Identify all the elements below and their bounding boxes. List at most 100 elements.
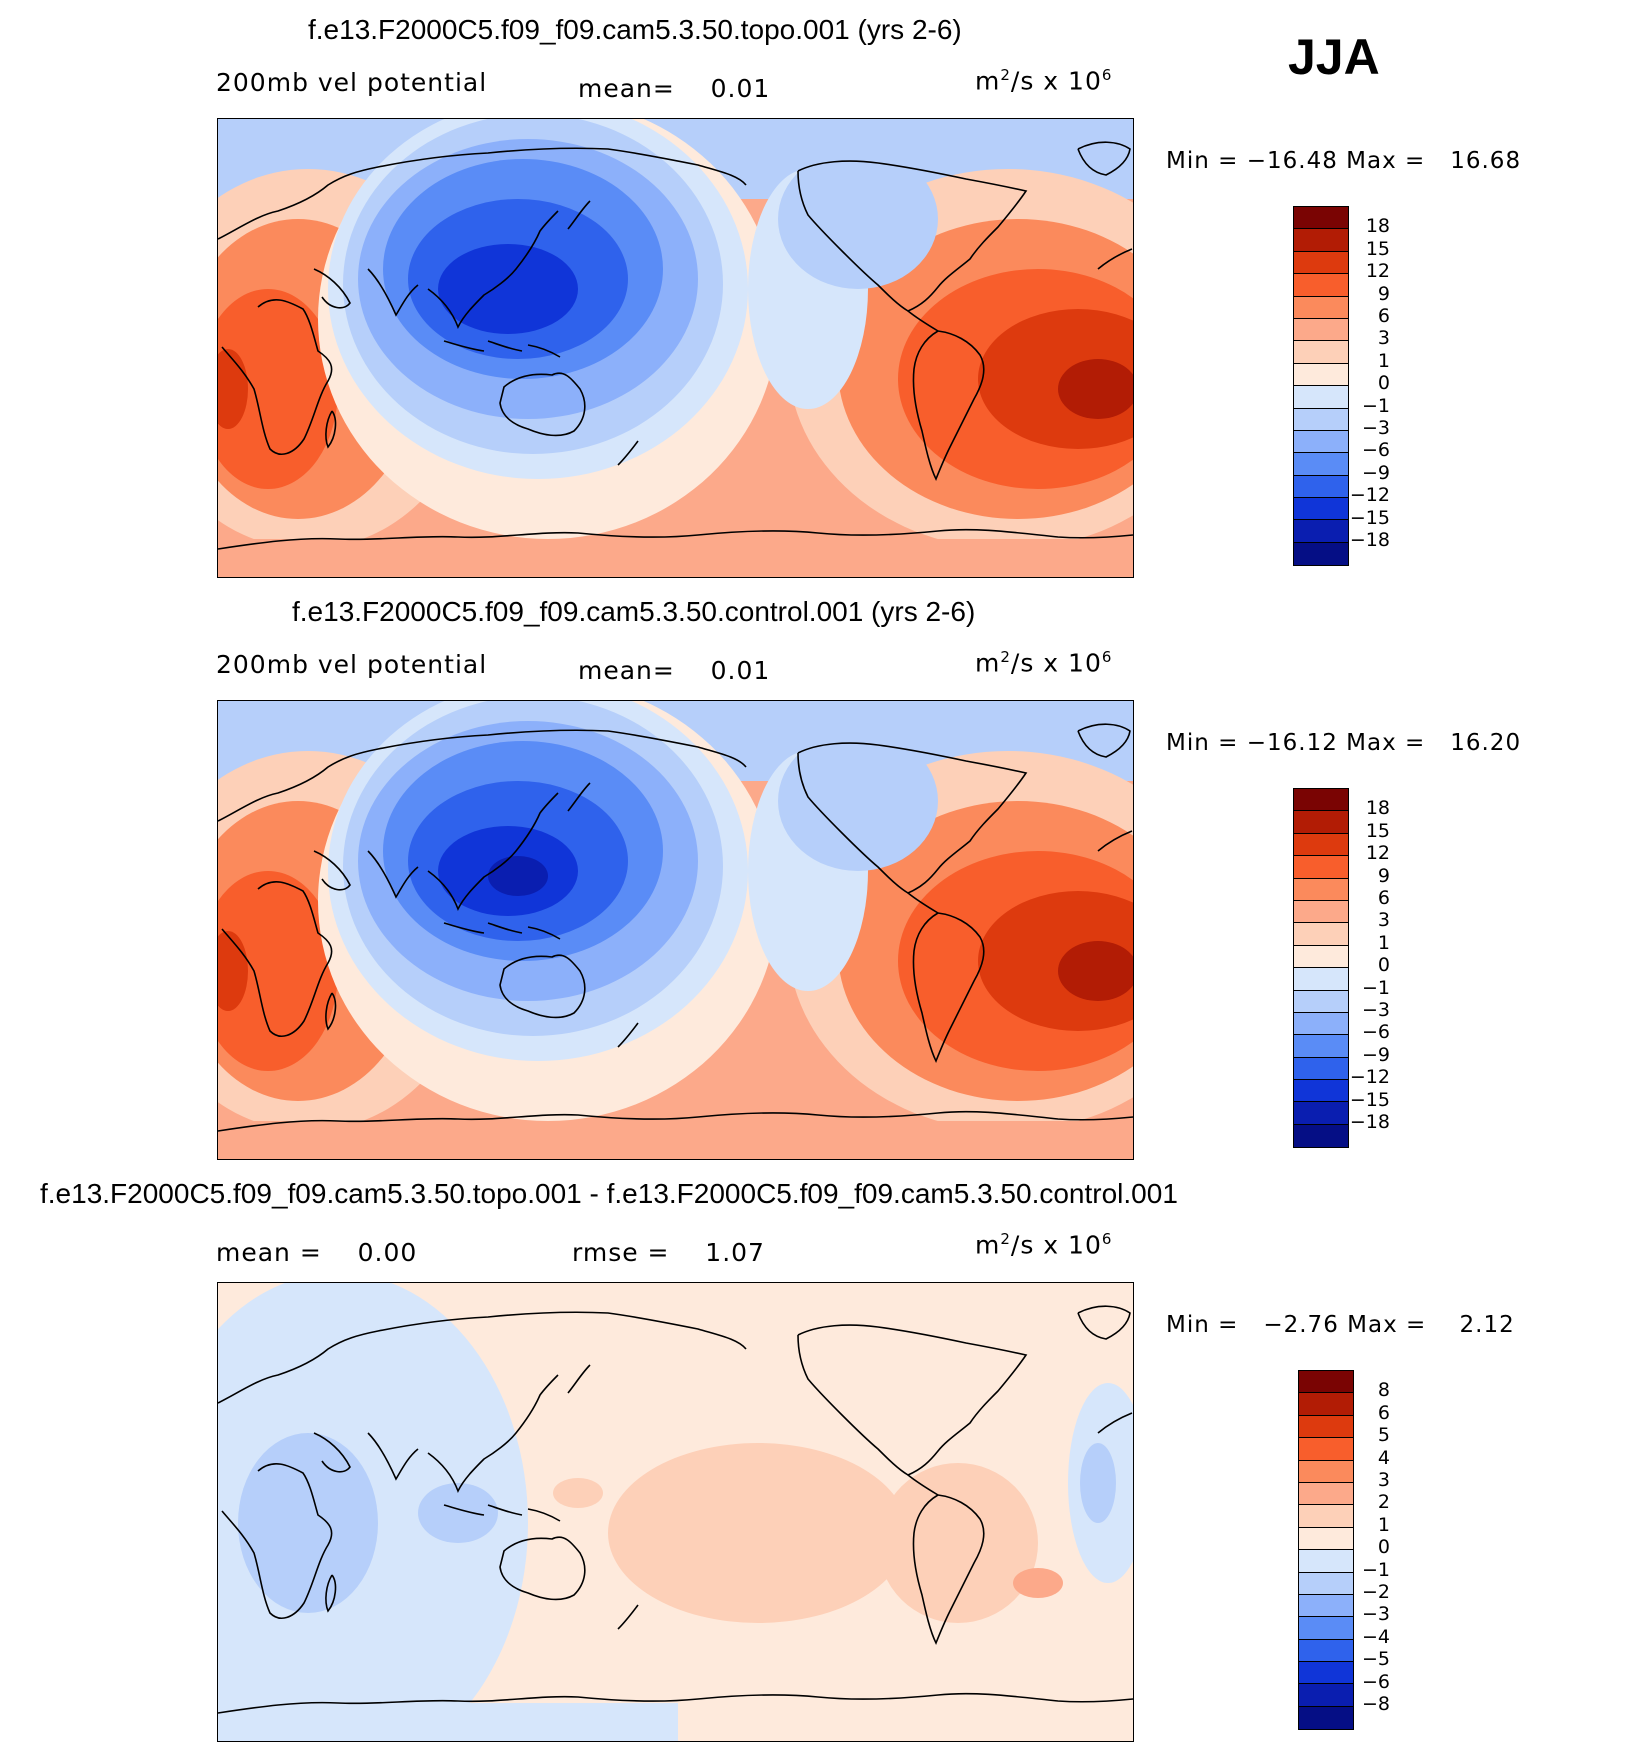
colorbar-cell	[1294, 408, 1348, 431]
colorbar-cell	[1299, 1415, 1353, 1439]
coastline-path	[443, 340, 561, 358]
mean-label: mean = 0.00	[216, 1238, 418, 1267]
colorbar-tick-label: −1	[1361, 976, 1390, 999]
coastline-path	[427, 792, 559, 911]
coastline-path	[427, 210, 559, 329]
contour-field	[218, 119, 1133, 577]
coastline-path	[325, 992, 337, 1031]
colorbar-tick-label: −12	[1349, 484, 1390, 507]
positive-band-south	[218, 1121, 1133, 1159]
colorbar-cell	[1294, 296, 1348, 319]
coastline-path	[499, 954, 586, 1019]
colorbar-tick-label: −3	[1361, 999, 1390, 1021]
coastline-path	[617, 1022, 639, 1048]
negative-core-indian	[418, 1483, 498, 1543]
field-label: 200mb vel potential	[216, 68, 488, 97]
coastline-path	[1097, 830, 1133, 852]
panel-title: f.e13.F2000C5.f09_f09.cam5.3.50.topo.001…	[40, 1178, 1178, 1209]
colorbar	[1293, 788, 1349, 1149]
colorbar-tick-label: 3	[1377, 1469, 1390, 1491]
contour-field	[218, 1283, 1133, 1741]
colorbar	[1293, 206, 1349, 567]
units-label: m2/s x 106	[975, 66, 1113, 96]
colorbar-tick-label: −15	[1349, 1088, 1390, 1111]
coastline-path	[443, 922, 561, 940]
colorbar-cell	[1294, 923, 1348, 946]
coastline-path	[313, 1432, 419, 1481]
colorbar-tick-label: 15	[1365, 819, 1390, 842]
coastline-path	[567, 1364, 591, 1394]
colorbar-cell	[1294, 789, 1348, 812]
coastline-path	[218, 1311, 747, 1404]
coastline-path	[1077, 1305, 1131, 1340]
colorbar-tick-label: −4	[1361, 1625, 1390, 1648]
colorbar-cell	[1299, 1639, 1353, 1663]
colorbar-tick-label: 12	[1365, 842, 1390, 865]
colorbar-cell	[1299, 1371, 1353, 1394]
colorbar-cell	[1294, 251, 1348, 275]
panel-title: f.e13.F2000C5.f09_f09.cam5.3.50.topo.001…	[308, 14, 962, 45]
coastline-path	[912, 330, 985, 481]
coastline-path	[218, 729, 747, 822]
colorbar-cell	[1294, 1035, 1348, 1058]
colorbar-tick-label: 12	[1365, 260, 1390, 283]
colorbar-tick-label: −12	[1349, 1066, 1390, 1089]
colorbar-tick-label: 0	[1377, 954, 1390, 977]
colorbar-tick-label: 0	[1377, 372, 1390, 395]
colorbar-tick-label: 6	[1377, 1401, 1390, 1424]
colorbar-tick-label: 9	[1377, 864, 1390, 887]
colorbar-tick-label: 9	[1377, 282, 1390, 305]
colorbar-tick-label: −5	[1361, 1648, 1390, 1671]
coastline-path	[218, 1692, 1133, 1714]
mean-value: 0.00	[357, 1238, 418, 1267]
colorbar-tick-label: −18	[1349, 529, 1390, 551]
coastlines	[218, 1305, 1133, 1714]
colorbar-tick-label: 6	[1377, 887, 1390, 909]
colorbar-cell	[1294, 386, 1348, 409]
colorbar-cell	[1294, 274, 1348, 297]
coastlines	[218, 723, 1133, 1132]
coastline-path	[313, 268, 419, 317]
positive-core-africa	[218, 871, 338, 1071]
colorbar-tick-label: −6	[1361, 1670, 1390, 1693]
colorbar-cell	[1299, 1662, 1353, 1685]
colorbar-cell	[1294, 878, 1348, 901]
map-difference	[217, 1282, 1134, 1742]
colorbar-tick-label: 3	[1377, 909, 1390, 932]
colorbar-tick-label: −3	[1361, 417, 1390, 439]
min-max-label: Min = −16.48 Max = 16.68	[1166, 148, 1522, 174]
colorbar-tick-label: −6	[1361, 439, 1390, 462]
coastline-path	[218, 147, 747, 240]
coastline-path	[221, 1463, 333, 1619]
colorbar-cell	[1299, 1594, 1353, 1618]
min-max-label: Min = −16.12 Max = 16.20	[1166, 730, 1522, 756]
colorbar-tick-label: −3	[1361, 1603, 1390, 1626]
coastline-path	[499, 1536, 586, 1601]
colorbar-cell	[1299, 1505, 1353, 1528]
positive-region-samerica	[878, 1463, 1038, 1623]
colorbar-cell	[1294, 363, 1348, 387]
colorbar-cell	[1294, 1102, 1348, 1125]
contour-field	[218, 701, 1133, 1159]
season-label: JJA	[1288, 29, 1380, 85]
colorbar-cell	[1294, 207, 1348, 230]
colorbar-tick-label: 1	[1377, 1513, 1390, 1536]
units-label: m2/s x 106	[975, 648, 1113, 678]
colorbar-cell	[1299, 1706, 1353, 1730]
colorbar-tick-label: −2	[1361, 1581, 1390, 1603]
colorbar-tick-label: −8	[1361, 1693, 1390, 1715]
negative-region-namerica	[778, 731, 938, 871]
colorbar-tick-label: −9	[1361, 1043, 1390, 1066]
colorbar-cell	[1294, 542, 1348, 566]
colorbar-cell	[1294, 318, 1348, 342]
colorbar-cell	[1294, 811, 1348, 834]
mean-value: 0.01	[710, 656, 771, 685]
colorbar-cell	[1299, 1482, 1353, 1506]
colorbar-tick-label: 18	[1365, 797, 1390, 820]
coastline-path	[797, 742, 1028, 894]
colorbar-cell	[1299, 1617, 1353, 1640]
coastline-path	[567, 782, 591, 812]
colorbar-cell	[1294, 1012, 1348, 1036]
colorbar-tick-label: −15	[1349, 506, 1390, 529]
colorbar-cell	[1294, 475, 1348, 499]
